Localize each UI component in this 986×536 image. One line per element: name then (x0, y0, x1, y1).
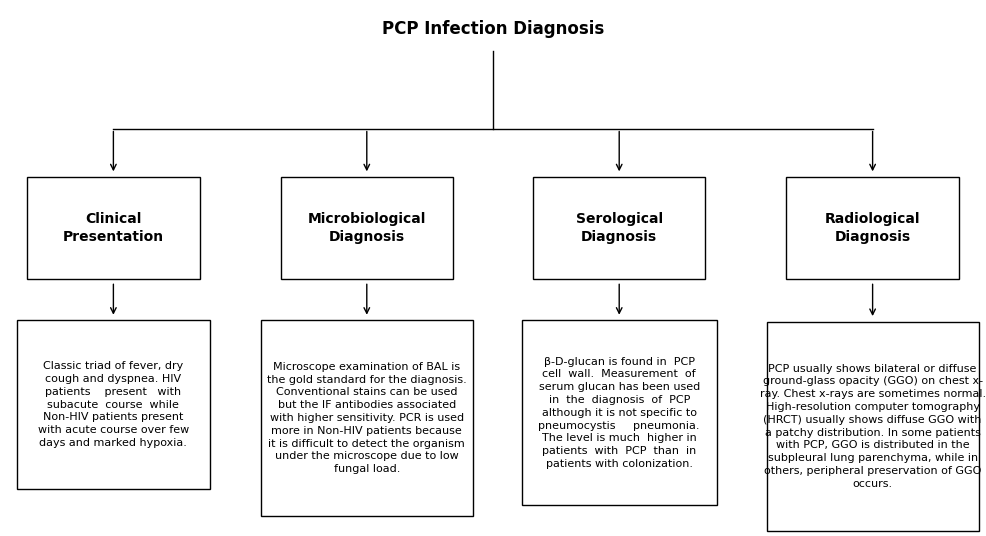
FancyBboxPatch shape (522, 321, 717, 505)
FancyBboxPatch shape (787, 177, 958, 279)
Text: Microbiological
Diagnosis: Microbiological Diagnosis (308, 212, 426, 244)
FancyBboxPatch shape (18, 321, 210, 489)
FancyBboxPatch shape (532, 177, 706, 279)
Text: Serological
Diagnosis: Serological Diagnosis (576, 212, 663, 244)
Text: β-D-glucan is found in  PCP
cell  wall.  Measurement  of
serum glucan has been u: β-D-glucan is found in PCP cell wall. Me… (538, 356, 700, 469)
Text: Clinical
Presentation: Clinical Presentation (63, 212, 164, 244)
FancyBboxPatch shape (767, 322, 978, 531)
FancyBboxPatch shape (28, 177, 199, 279)
Text: PCP Infection Diagnosis: PCP Infection Diagnosis (382, 20, 604, 39)
FancyBboxPatch shape (280, 177, 453, 279)
Text: Radiological
Diagnosis: Radiological Diagnosis (825, 212, 920, 244)
Text: Classic triad of fever, dry
cough and dyspnea. HIV
patients    present   with
su: Classic triad of fever, dry cough and dy… (37, 361, 189, 448)
Text: PCP usually shows bilateral or diffuse
ground-glass opacity (GGO) on chest x-
ra: PCP usually shows bilateral or diffuse g… (759, 363, 986, 489)
Text: Microscope examination of BAL is
the gold standard for the diagnosis.
Convention: Microscope examination of BAL is the gol… (267, 362, 466, 474)
FancyBboxPatch shape (260, 321, 473, 516)
